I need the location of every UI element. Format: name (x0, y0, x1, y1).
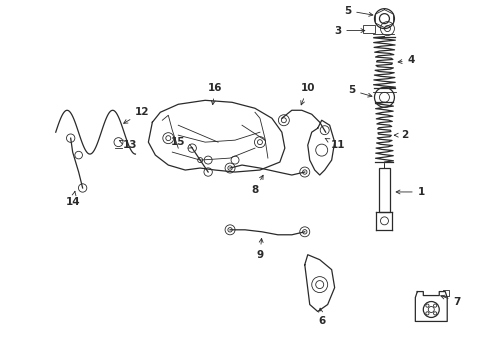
Text: 5: 5 (344, 6, 373, 16)
Text: 1: 1 (396, 187, 425, 197)
Text: 12: 12 (123, 107, 149, 123)
Text: 14: 14 (65, 191, 80, 207)
Text: 11: 11 (325, 138, 345, 150)
Text: 4: 4 (398, 55, 415, 66)
Text: 6: 6 (318, 308, 325, 327)
Text: 16: 16 (208, 84, 222, 105)
Text: 3: 3 (334, 26, 365, 36)
Text: 7: 7 (441, 295, 461, 306)
Text: 5: 5 (348, 85, 372, 97)
Bar (379, 168, 390, 212)
Text: 13: 13 (120, 140, 138, 150)
Text: 2: 2 (394, 130, 408, 140)
Text: 9: 9 (256, 238, 264, 260)
Text: 15: 15 (171, 137, 193, 148)
Text: 8: 8 (251, 175, 263, 195)
Text: 10: 10 (300, 84, 315, 105)
